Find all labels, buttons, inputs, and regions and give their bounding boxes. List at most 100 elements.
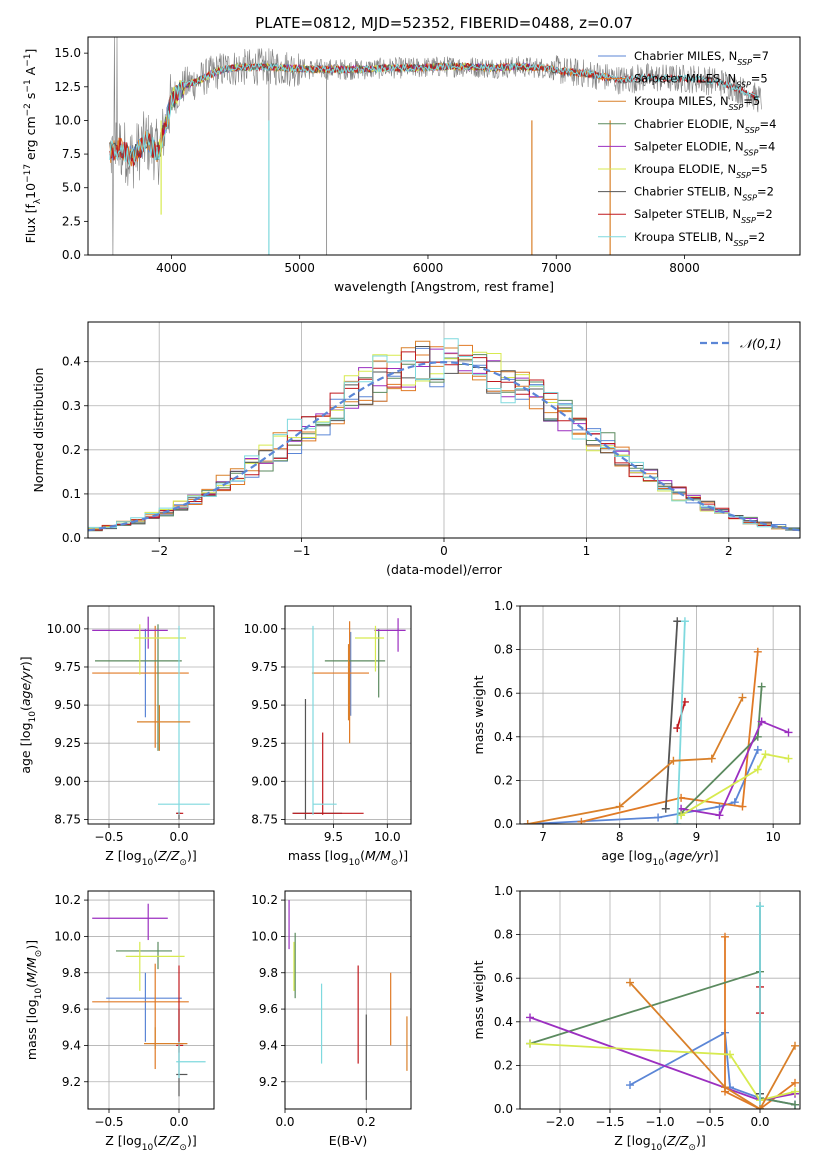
plus-marker [707,754,716,763]
y-tick-label: 10.0 [54,929,81,943]
weight-series [526,967,799,1109]
plus-marker [784,728,793,737]
errorbar-point [355,625,385,672]
axes-residuals: −2 −1 0 1 2 0.0 0.1 0.2 0.3 0.4 (data-model)/error… [31,321,801,577]
y-tick-label: 0.6 [494,686,513,700]
y-tick-label: 0.4 [494,730,513,744]
y-tick-label: 9.00 [251,774,278,788]
axes-frame [284,890,412,1110]
plus-marker [526,1039,534,1048]
y-tick-label: 2.5 [62,214,81,228]
x-tick-label: −2 [150,544,168,558]
axes-frame [87,890,215,1110]
errorbar-point [116,941,172,970]
x-tick-label: 8000 [669,261,700,275]
errorbar-point [312,625,337,815]
y-tick-label: 8.75 [251,812,278,826]
y-tick-label: 9.00 [54,774,81,788]
plus-marker [523,820,532,824]
errorbar-point [292,732,364,815]
plus-marker [680,617,689,626]
x-tick-label: 0.0 [169,1115,188,1129]
y-tick-label: 5.0 [62,181,81,195]
x-tick-label: 7 [539,830,547,844]
y-tick-label: 9.75 [54,660,81,674]
axes-frame [284,605,412,825]
plot-area-spectrum [109,37,762,255]
y-tick-label: 9.50 [251,698,278,712]
x-axis-label: age [log10(age/yr)] [601,848,718,868]
x-axis-label: Z [log10(Z/Z⊙)] [105,848,196,868]
axes-frame [87,36,801,256]
weight-line [529,970,796,1106]
y-tick-label: 0.0 [494,1102,513,1116]
y-tick-label: 0.2 [494,773,513,787]
x-tick-label: 1 [583,544,591,558]
errorbar-point [176,965,184,1053]
x-axis-label: (data-model)/error [386,562,503,577]
y-axis-label: age [log10(age/yr)] [18,656,38,773]
errorbar-point [92,625,189,748]
errorbar-point [324,628,386,698]
y-tick-label: 1.0 [494,884,513,898]
axes-mass_vs_Z: −0.5 0.0 9.2 9.4 9.6 9.8 10.0 10.2 Z [log10(Z/Z⊙… [24,890,215,1153]
weight-line [529,1016,796,1102]
x-tick-label: 10.0 [374,830,401,844]
legend-label: Salpeter ELODIE, NSSP=4 [634,139,775,157]
legend-label: Chabrier STELIB, NSSP=2 [634,185,774,203]
errorbar-point [137,705,191,751]
axes-frame [519,890,801,1110]
x-axis-label: E(B-V) [329,1133,368,1148]
errorbar-point [92,963,189,1070]
legend-label: Salpeter STELIB, NSSP=2 [634,207,773,225]
plus-marker [753,647,762,656]
axes-weight_vs_Z: −2.0 −1.5 −1.0 −0.5 0.0 0.0 0.2 0.4 0.6 0.8 1.0 Z [… [471,884,801,1153]
x-tick-label: 0.2 [357,1115,376,1129]
x-tick-label: 2 [725,544,733,558]
y-axis-label: Flux [fλ10−17 erg cm−2 s−1 A−1] [23,49,43,244]
plus-marker [669,756,678,765]
weight-series [577,647,762,824]
plus-marker [626,1081,634,1090]
y-tick-label: 9.6 [259,1002,278,1016]
gaussian-legend-label: 𝒩(0,1) [740,336,782,351]
legend-label: Chabrier MILES, NSSP=7 [634,49,769,67]
plot-area-residuals [88,338,800,534]
plot-area-age_vs_Z [92,616,210,820]
y-tick-label: 12.5 [54,80,81,94]
plot-area-weight_vs_Z [526,902,799,1109]
errorbar-point [125,941,185,991]
plot-layer: 4000 5000 6000 7000 80000.02.55.07.510.012.5… [18,36,801,1153]
data-spectrum-line [109,37,762,255]
plus-marker [715,811,724,820]
y-tick-label: 0.4 [494,1015,513,1029]
histogram-step [88,338,800,532]
y-tick-label: 9.4 [62,1038,81,1052]
axes-frame [87,605,215,825]
gaussian-curve [88,360,800,532]
x-tick-label: −1 [293,544,311,558]
weight-line [680,753,789,817]
weight-line [581,651,759,823]
plus-marker [721,932,729,941]
weight-line [629,1031,796,1106]
plus-marker [757,682,766,691]
errorbar-point [176,811,184,815]
plus-marker [577,817,586,824]
plus-marker [791,1100,799,1109]
plot-area-mass_vs_EBV [288,900,408,1100]
x-tick-label: 6000 [413,261,444,275]
y-tick-label: 0.0 [494,817,513,831]
y-tick-label: 0.1 [62,487,81,501]
weight-line [676,621,686,824]
weight-series [756,902,764,1109]
plus-marker [757,717,766,726]
plot-area-mass_vs_Z [92,903,206,1097]
y-tick-label: 15.0 [54,46,81,60]
errorbar-point [311,621,369,744]
plus-marker [626,978,634,987]
x-axis-label: wavelength [Angstrom, rest frame] [334,279,554,294]
plus-marker [673,724,682,733]
y-tick-label: 0.2 [494,1058,513,1072]
x-tick-label: −0.5 [94,1115,123,1129]
